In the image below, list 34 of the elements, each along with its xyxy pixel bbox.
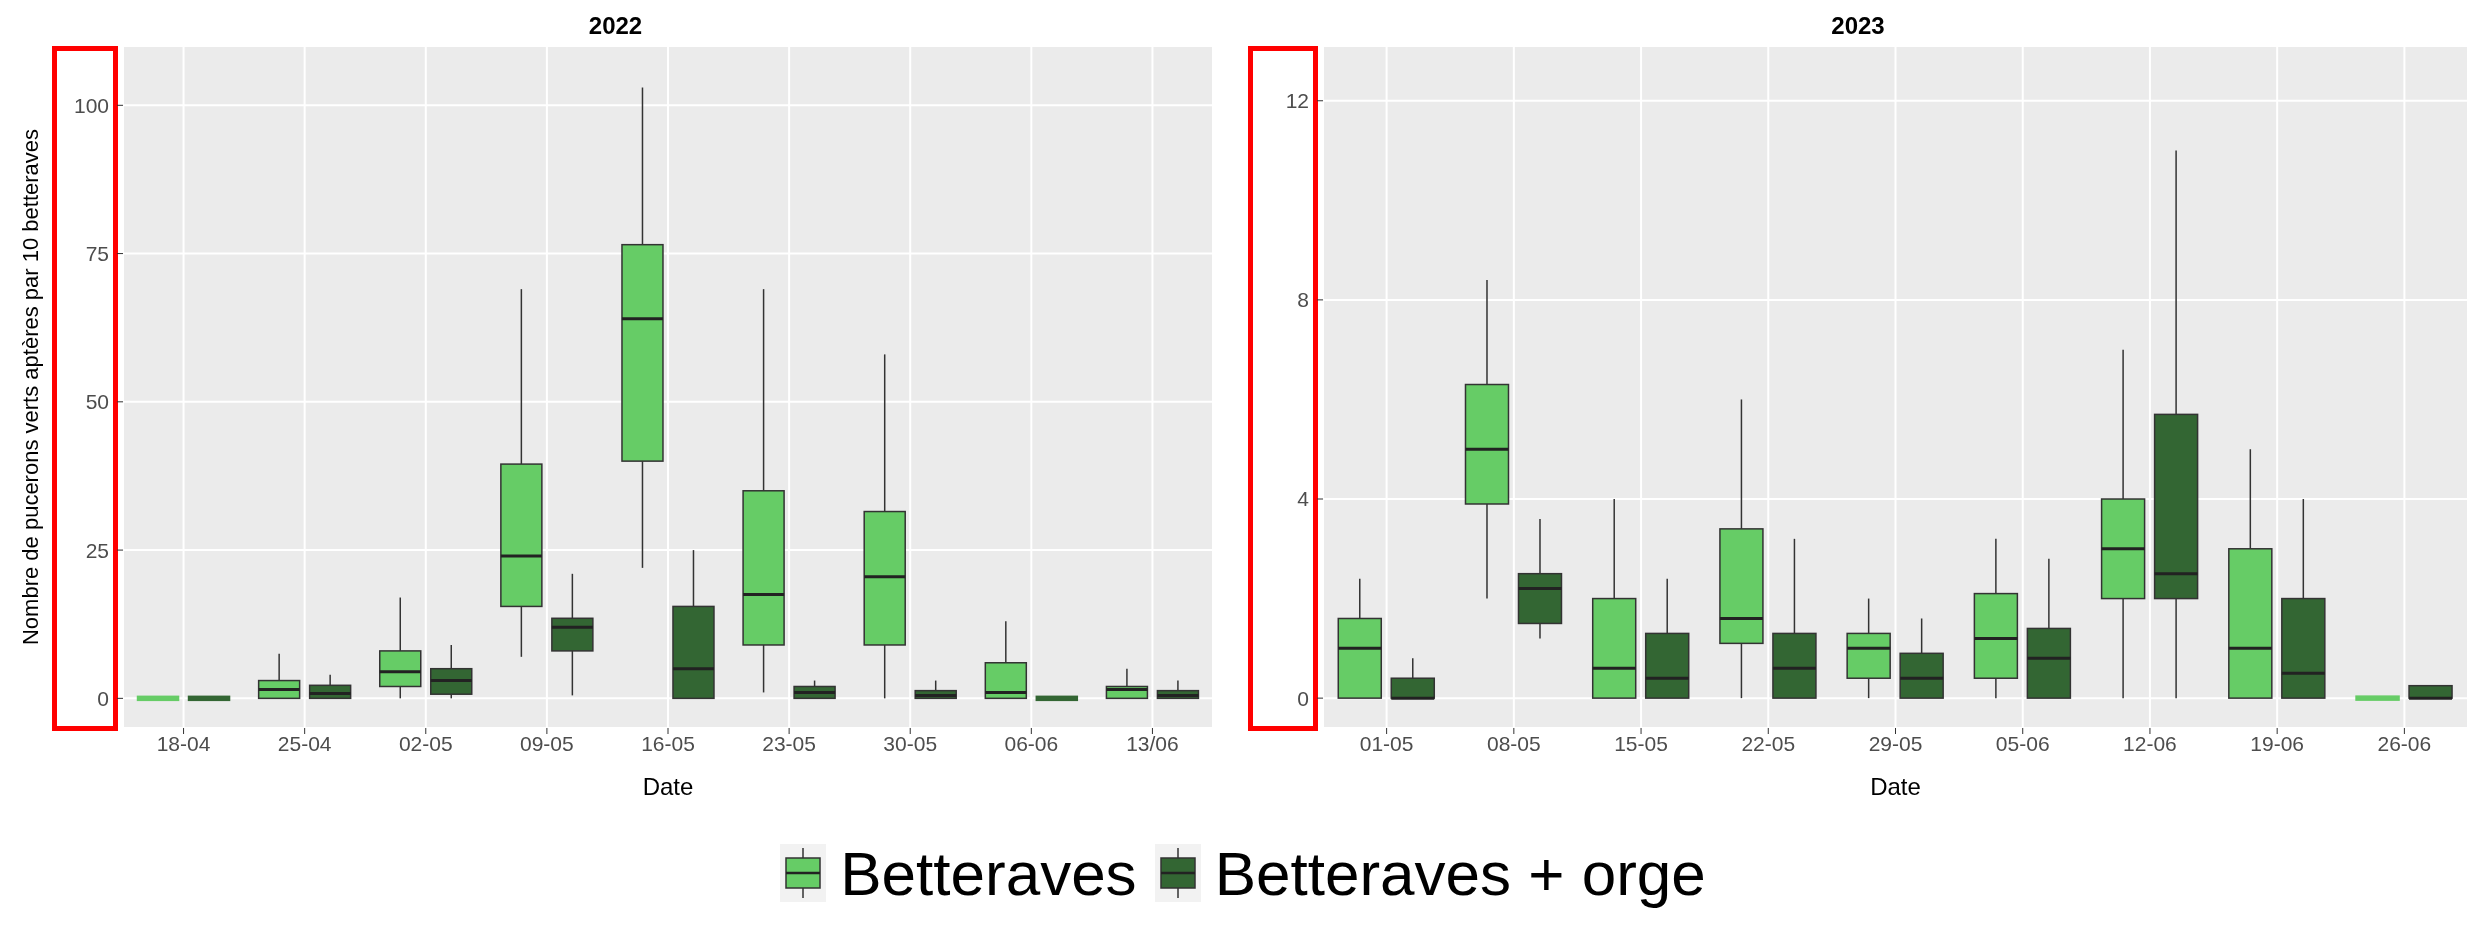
legend-label: Betteraves (840, 837, 1137, 909)
x-axis-title: Date (642, 773, 694, 800)
y-tick-label: 0 (97, 686, 109, 710)
x-tick-label: 08-05 (1486, 731, 1541, 755)
y-tick-label: 75 (85, 242, 109, 266)
y-tick-label: 100 (73, 93, 109, 117)
x-tick-label: 01-05 (1359, 731, 1414, 755)
x-tick-label: 12-06 (2123, 731, 2177, 755)
x-tick-label: 16-05 (641, 731, 695, 755)
chart-title: 2022 (587, 11, 644, 41)
y-axis-title: Nombre de pucerons verts aptères par 10 betteraves (17, 128, 43, 646)
x-tick-label: 15-05 (1614, 731, 1668, 755)
x-tick-label: 05-06 (1995, 731, 2050, 755)
x-tick-label: 06-06 (1004, 731, 1059, 755)
chart-title: 2023 (1830, 11, 1886, 41)
x-tick-label: 18-04 (156, 731, 211, 755)
x-tick-label: 13/06 (1126, 731, 1179, 755)
y-tick-label: 50 (85, 390, 109, 414)
x-tick-label: 30-05 (883, 731, 938, 755)
x-tick-label: 26-06 (2377, 731, 2432, 755)
y-tick-label: 12 (1285, 89, 1309, 113)
x-axis-title: Date (1870, 773, 1921, 800)
legend-label: Betteraves + orge (1214, 837, 1706, 909)
y-tick-label: 25 (85, 538, 109, 562)
x-tick-label: 22-05 (1741, 731, 1796, 755)
y-tick-label: 8 (1297, 288, 1309, 312)
x-tick-label: 19-06 (2250, 731, 2305, 755)
y-tick-label: 4 (1297, 487, 1310, 511)
x-tick-label: 09-05 (520, 731, 574, 755)
y-tick-label: 0 (1297, 686, 1309, 710)
x-tick-label: 29-05 (1868, 731, 1923, 755)
x-tick-label: 25-04 (277, 731, 332, 755)
x-tick-label: 02-05 (398, 731, 453, 755)
x-tick-label: 23-05 (762, 731, 816, 755)
